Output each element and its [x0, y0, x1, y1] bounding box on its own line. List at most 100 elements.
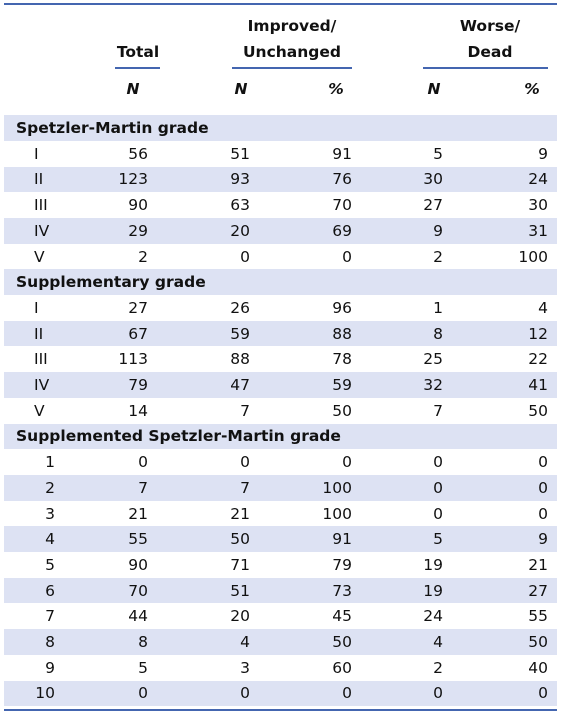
cell: 24	[528, 170, 548, 189]
cell: 26	[230, 298, 250, 317]
row-label: II	[34, 324, 44, 343]
cell: 5	[138, 658, 148, 677]
cell: 100	[322, 504, 352, 523]
cell: 0	[342, 247, 352, 266]
cell: 19	[423, 581, 443, 600]
row-label: I	[34, 144, 39, 163]
cell: 71	[230, 555, 250, 574]
header-improved: Unchanged	[242, 43, 342, 61]
cell: 45	[332, 607, 352, 626]
cell: 88	[332, 324, 352, 343]
row-label: III	[34, 350, 48, 369]
cell: 123	[118, 170, 148, 189]
cell: 4	[240, 633, 250, 651]
cell: 0	[433, 453, 443, 472]
section-band	[4, 269, 557, 296]
row-label: 1	[45, 453, 55, 472]
row-label: I	[34, 298, 39, 317]
subhead: N	[126, 80, 140, 98]
cell: 8	[433, 324, 443, 343]
section-band	[4, 423, 557, 450]
cell: 0	[433, 504, 443, 523]
row-band	[4, 372, 557, 398]
cell: 79	[128, 376, 148, 394]
cell: 4	[433, 633, 443, 651]
cell: 27	[423, 196, 443, 215]
cell: 113	[118, 350, 148, 369]
row-label: IV	[34, 221, 50, 240]
header-total: Total	[116, 43, 160, 61]
cell: 31	[528, 221, 548, 240]
cell: 5	[433, 530, 443, 549]
cell: 21	[230, 504, 250, 523]
cell: 12	[528, 324, 548, 343]
cell: 90	[128, 196, 148, 215]
cell: 50	[332, 633, 352, 651]
row-band	[4, 629, 557, 655]
cell: 0	[240, 453, 250, 472]
subhead: N	[234, 80, 248, 98]
cell: 0	[240, 247, 250, 266]
cell: 0	[138, 453, 148, 472]
cell: 9	[538, 530, 548, 549]
cell: 69	[332, 221, 352, 240]
cell: 0	[240, 684, 250, 703]
cell: 25	[423, 350, 443, 369]
row-label: 7	[45, 607, 55, 626]
cell: 70	[332, 196, 352, 215]
cell: 5	[433, 144, 443, 163]
cell: 51	[230, 144, 250, 163]
cell: 14	[128, 401, 148, 420]
cell: 55	[528, 607, 548, 626]
cell: 70	[128, 581, 148, 600]
cell: 51	[230, 581, 250, 600]
section-title: Supplementary grade	[16, 273, 206, 292]
cell: 3	[240, 658, 250, 677]
cell: 32	[423, 376, 443, 394]
cell: 100	[518, 247, 548, 266]
cell: 0	[342, 684, 352, 703]
cell: 20	[230, 607, 250, 626]
cell: 100	[322, 478, 352, 497]
cell: 50	[528, 401, 548, 420]
cell: 30	[528, 196, 548, 215]
row-band	[4, 526, 557, 553]
cell: 0	[538, 453, 548, 472]
subhead: %	[328, 80, 344, 98]
subhead: N	[427, 80, 441, 98]
cell: 78	[332, 350, 352, 369]
cell: 9	[433, 221, 443, 240]
row-band	[4, 217, 557, 244]
cell: 40	[528, 658, 548, 677]
cell: 50	[230, 530, 250, 549]
cell: 9	[538, 144, 548, 163]
row-label: 4	[45, 530, 55, 549]
row-band	[4, 474, 557, 501]
cell: 59	[332, 376, 352, 394]
section-title: Spetzler-Martin grade	[16, 119, 209, 137]
cell: 20	[230, 221, 250, 240]
cell: 91	[332, 144, 352, 163]
row-label: 6	[45, 581, 55, 600]
subhead: %	[524, 80, 540, 98]
cell: 21	[528, 555, 548, 574]
header-underline	[232, 67, 352, 69]
cell: 27	[128, 298, 148, 317]
cell: 59	[230, 324, 250, 343]
header-worse: Dead	[467, 43, 513, 61]
cell: 0	[342, 453, 352, 472]
row-label: V	[34, 247, 45, 266]
cell: 56	[128, 144, 148, 163]
row-label: III	[34, 196, 48, 215]
cell: 2	[433, 658, 443, 677]
cell: 73	[332, 581, 352, 600]
cell: 7	[138, 478, 148, 497]
cell: 30	[423, 170, 443, 189]
cell: 55	[128, 530, 148, 549]
header-underline	[115, 67, 160, 69]
row-label: IV	[34, 376, 50, 394]
cell: 88	[230, 350, 250, 369]
cell: 24	[423, 607, 443, 626]
cell: 96	[332, 298, 352, 317]
